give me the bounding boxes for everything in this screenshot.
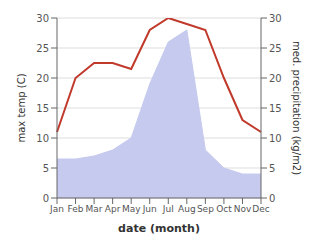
svg-text:Nov: Nov — [234, 204, 252, 214]
svg-text:0: 0 — [43, 193, 49, 204]
svg-text:Jul: Jul — [162, 204, 174, 214]
svg-text:5: 5 — [269, 163, 275, 174]
svg-text:15: 15 — [36, 103, 49, 114]
svg-text:Jun: Jun — [142, 204, 157, 214]
svg-text:Mar: Mar — [86, 204, 103, 214]
svg-text:Jan: Jan — [49, 204, 64, 214]
svg-text:5: 5 — [43, 163, 49, 174]
svg-text:20: 20 — [269, 73, 282, 84]
svg-text:25: 25 — [36, 43, 49, 54]
svg-text:Feb: Feb — [68, 204, 84, 214]
svg-text:10: 10 — [269, 133, 282, 144]
svg-text:15: 15 — [269, 103, 282, 114]
svg-text:May: May — [122, 204, 141, 214]
svg-text:date (month): date (month) — [118, 222, 200, 235]
svg-text:Dec: Dec — [252, 204, 269, 214]
svg-text:10: 10 — [36, 133, 49, 144]
svg-text:20: 20 — [36, 73, 49, 84]
svg-text:med. precipitation (kg/m2): med. precipitation (kg/m2) — [291, 41, 302, 175]
svg-text:Apr: Apr — [105, 204, 121, 214]
svg-text:max temp (C): max temp (C) — [16, 73, 27, 142]
svg-text:30: 30 — [36, 13, 49, 24]
svg-text:Oct: Oct — [216, 204, 232, 214]
svg-text:Sep: Sep — [197, 204, 214, 214]
svg-text:30: 30 — [269, 13, 282, 24]
svg-text:25: 25 — [269, 43, 282, 54]
svg-text:Aug: Aug — [178, 204, 196, 214]
svg-text:0: 0 — [269, 193, 275, 204]
